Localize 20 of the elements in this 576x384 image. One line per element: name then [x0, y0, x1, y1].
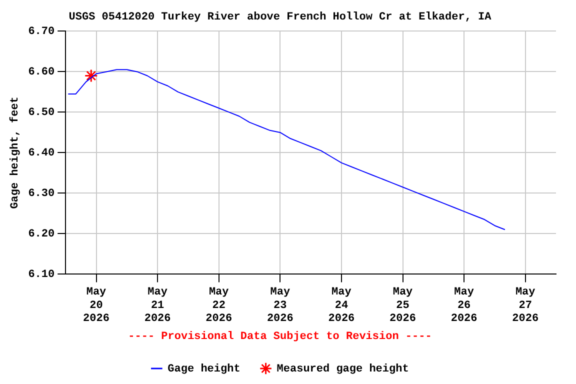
x-tick-label: May 27 2026: [512, 286, 539, 325]
x-tick-label: May 26 2026: [450, 286, 478, 325]
y-tick-label: 6.30: [28, 188, 55, 200]
chart-title: USGS 05412020 Turkey River above French Hollow Cr at Elkader, IA: [68, 11, 492, 24]
legend-label: Gage height: [168, 363, 240, 376]
y-tick-label: 6.50: [28, 106, 55, 119]
y-tick-label: 6.20: [28, 228, 55, 240]
x-tick-label: May 20 2026: [83, 286, 110, 325]
y-axis-title: Gage height, feet: [8, 96, 22, 209]
x-tick-label: May 23 2026: [266, 286, 294, 325]
x-tick-label: May 22 2026: [206, 286, 232, 325]
y-tick-label: 6.40: [28, 147, 55, 160]
x-tick-label: May 25 2026: [390, 286, 416, 325]
legend-label: Measured gage height: [276, 363, 409, 376]
y-tick-label: 6.10: [28, 268, 55, 281]
x-tick-label: May 21 2026: [144, 286, 171, 325]
text: ---- Provisional Data Subject to Revision ----: [128, 331, 432, 344]
x-tick-label: May 24 2026: [328, 286, 355, 325]
y-tick-label: 6.70: [28, 26, 55, 38]
y-tick-label: 6.60: [28, 66, 55, 78]
